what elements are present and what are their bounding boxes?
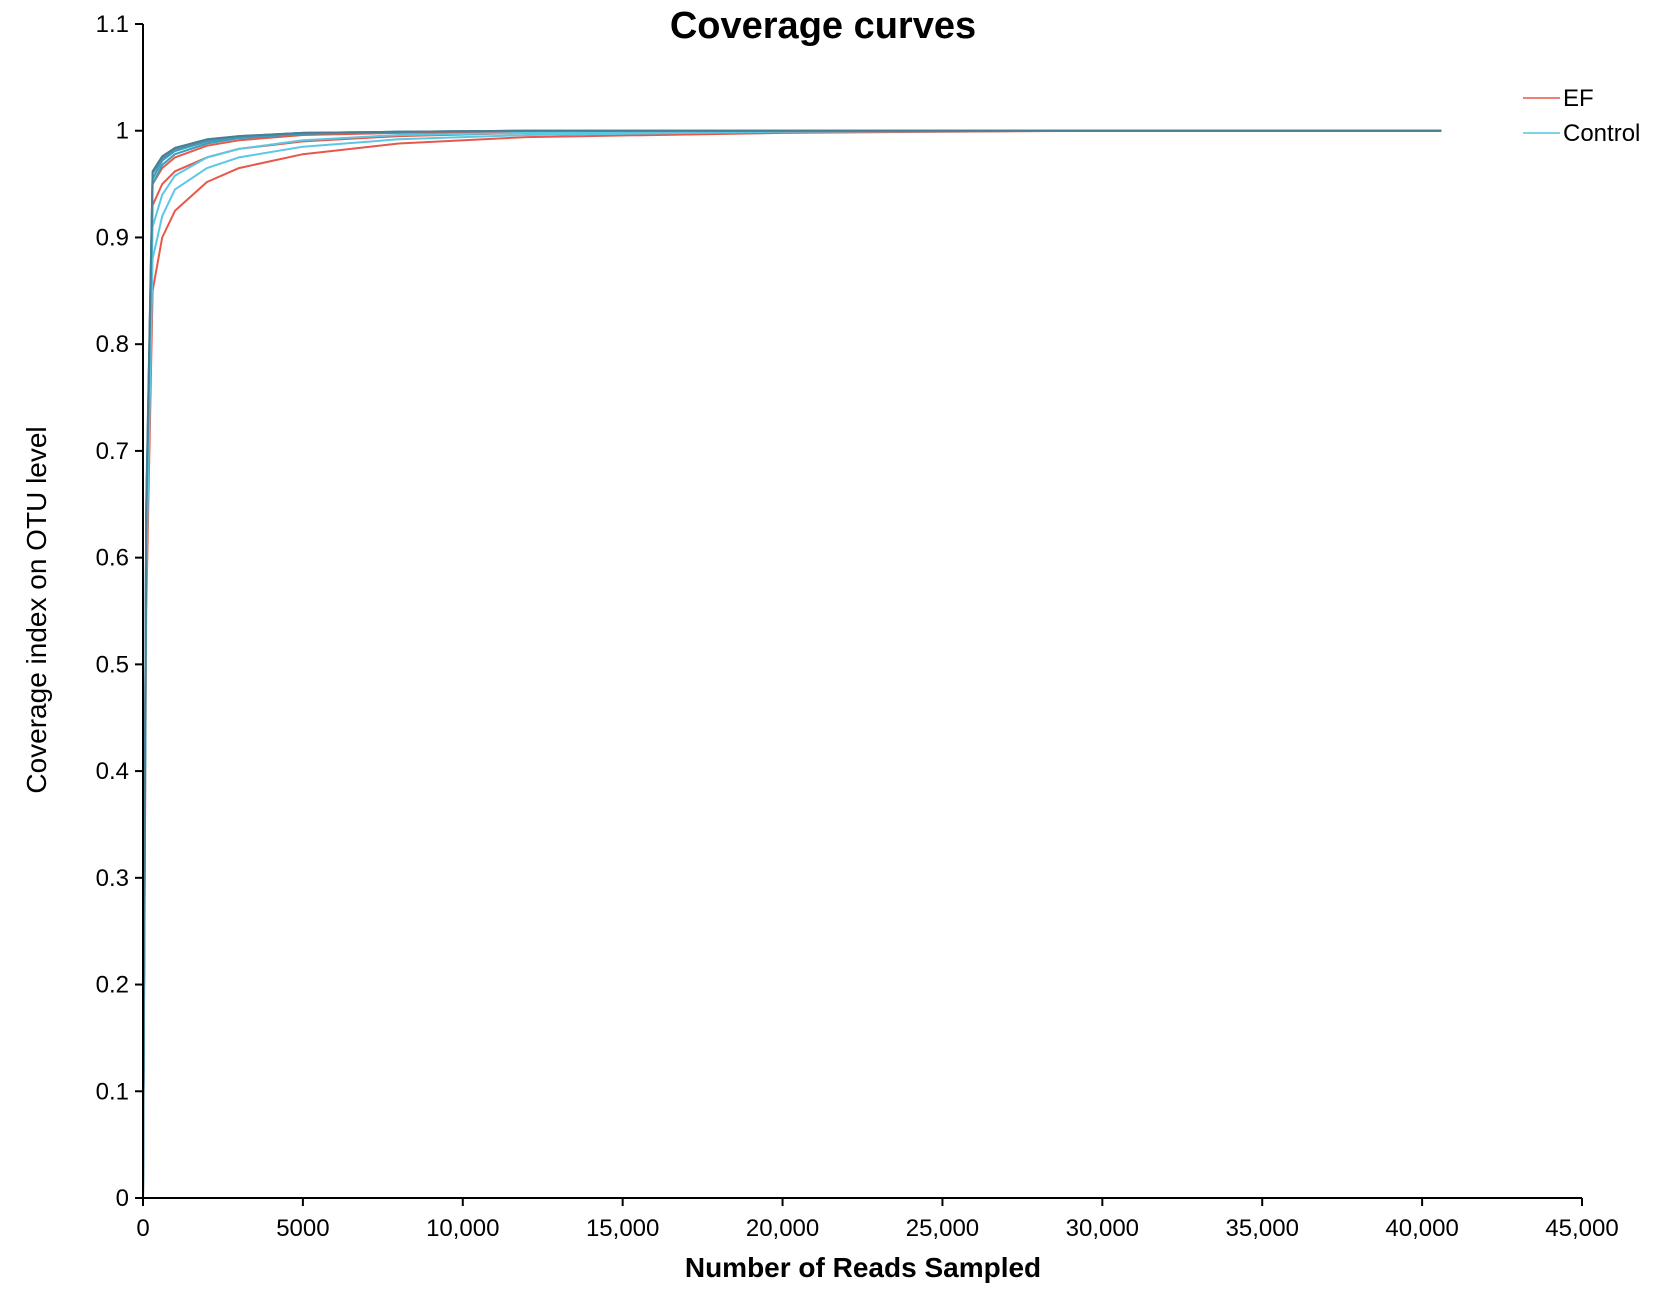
y-tick-label: 1 — [116, 118, 129, 145]
legend-label-ef: EF — [1563, 85, 1594, 112]
series-line-control-6 — [142, 129, 1442, 1199]
y-tick-label: 0.4 — [96, 758, 129, 785]
series-line-ef-0 — [142, 129, 1442, 1199]
y-tick-label: 0.6 — [96, 545, 129, 572]
y-tick-label: 0.9 — [96, 224, 129, 251]
x-axis-ticks: 0 5000 10,000 15,000 20,000 25,000 30,000 35,00… — [136, 1198, 1619, 1242]
series-line-control-7 — [142, 129, 1442, 1199]
x-tick-label: 45,000 — [1545, 1215, 1618, 1242]
y-tick-label: 0.8 — [96, 331, 129, 358]
series-layer — [142, 129, 1442, 1199]
y-tick-label: 1.1 — [96, 11, 129, 38]
series-line-control-4 — [142, 129, 1442, 1199]
y-axis-ticks: 0 0.1 0.2 0.3 0.4 0.5 0.6 0.7 0.8 0.9 1 1.1 — [96, 11, 143, 1212]
chart-title: Coverage curves — [670, 5, 976, 47]
x-tick-label: 10,000 — [426, 1215, 499, 1242]
y-tick-label: 0.7 — [96, 438, 129, 465]
series-line-ef-2 — [142, 129, 1442, 1199]
y-tick-label: 0.2 — [96, 972, 129, 999]
series-line-control-8 — [142, 129, 1442, 1199]
x-tick-label: 0 — [136, 1215, 149, 1242]
series-line-control-5 — [142, 129, 1442, 1199]
x-tick-label: 15,000 — [586, 1215, 659, 1242]
y-tick-label: 0.5 — [96, 651, 129, 678]
x-axis-label: Number of Reads Sampled — [685, 1252, 1041, 1283]
series-line-ef-1 — [142, 129, 1442, 1199]
x-tick-label: 40,000 — [1385, 1215, 1458, 1242]
legend-label-control: Control — [1563, 120, 1640, 147]
legend: EF Control — [1523, 85, 1640, 147]
y-tick-label: 0.3 — [96, 865, 129, 892]
y-tick-label: 0 — [116, 1185, 129, 1212]
x-tick-label: 35,000 — [1226, 1215, 1299, 1242]
y-axis-label: Coverage index on OTU level — [21, 426, 52, 793]
x-tick-label: 30,000 — [1066, 1215, 1139, 1242]
x-tick-label: 20,000 — [746, 1215, 819, 1242]
x-tick-label: 25,000 — [906, 1215, 979, 1242]
y-tick-label: 0.1 — [96, 1078, 129, 1105]
series-line-control-3 — [142, 129, 1442, 1199]
x-tick-label: 5000 — [276, 1215, 329, 1242]
